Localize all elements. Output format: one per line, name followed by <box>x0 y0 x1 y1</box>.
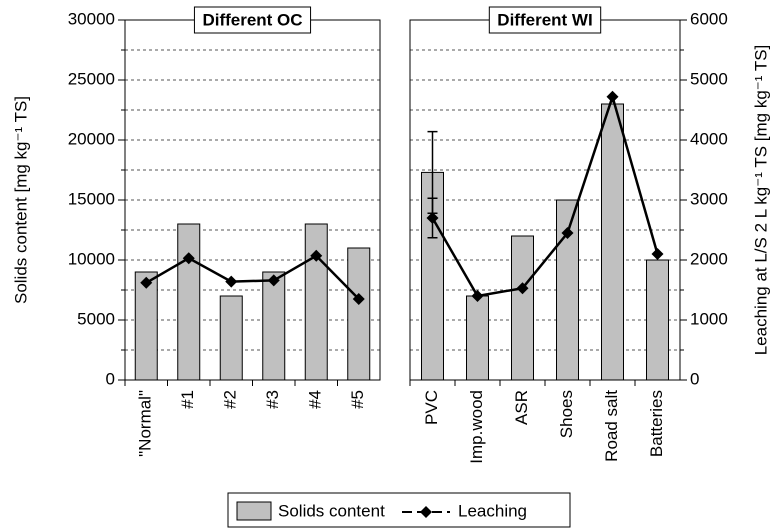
x-tick-label: Shoes <box>557 390 576 438</box>
marker <box>310 249 323 262</box>
legend-swatch-marker <box>420 506 432 518</box>
marker <box>140 276 153 289</box>
marker <box>606 90 619 103</box>
y-tick-label: 20000 <box>68 129 115 148</box>
y-tick-label: 30000 <box>68 9 115 28</box>
legend-box <box>227 492 571 528</box>
x-tick-label: #2 <box>221 390 240 409</box>
y-tick-label: 5000 <box>77 309 115 328</box>
x-tick-label: Imp.wood <box>467 390 486 464</box>
marker <box>426 212 439 224</box>
y-axis-label: Solids content [mg kg⁻¹ TS] <box>11 96 30 304</box>
x-tick-label: Road salt <box>602 390 621 462</box>
marker <box>267 274 280 287</box>
bar <box>134 271 158 381</box>
bar <box>646 259 669 381</box>
y2-tick-label: 0 <box>690 369 699 388</box>
legend-label: Solids content <box>278 501 385 520</box>
y2-tick-label: 4000 <box>690 129 728 148</box>
legend-swatch-bar <box>236 501 272 521</box>
title-box <box>193 6 312 34</box>
marker <box>516 282 529 295</box>
bar <box>466 295 489 381</box>
y2-tick-label: 1000 <box>690 309 728 328</box>
bar <box>304 223 328 381</box>
panel-title: Different WI <box>497 10 592 29</box>
x-tick-label: #3 <box>263 390 282 409</box>
x-tick-label: #1 <box>178 390 197 409</box>
legend-label: Leaching <box>458 501 527 520</box>
line <box>431 92 659 298</box>
y2-tick-label: 5000 <box>690 69 728 88</box>
bar <box>601 103 624 381</box>
marker <box>182 252 195 265</box>
y-tick-label: 0 <box>106 369 115 388</box>
bar <box>556 199 579 381</box>
bar <box>177 223 201 381</box>
y-tick-label: 25000 <box>68 69 115 88</box>
x-tick-label: Batteries <box>647 390 666 457</box>
bar <box>511 235 534 381</box>
marker <box>471 290 484 302</box>
y-tick-label: 10000 <box>68 249 115 268</box>
y2-tick-label: 2000 <box>690 249 728 268</box>
panel-title: Different OC <box>202 10 302 29</box>
x-tick-label: ASR <box>512 390 531 425</box>
marker <box>561 227 574 239</box>
y2-tick-label: 3000 <box>690 189 728 208</box>
x-tick-label: "Normal" <box>136 390 155 457</box>
marker <box>651 248 664 260</box>
line <box>145 254 360 300</box>
title-box <box>488 6 602 34</box>
x-tick-label: #5 <box>348 390 367 409</box>
x-tick-label: #4 <box>306 390 325 409</box>
y-tick-label: 15000 <box>68 189 115 208</box>
y2-axis-label: Leaching at L/S 2 L kg⁻¹ TS [mg kg⁻¹ TS] <box>751 45 770 356</box>
marker <box>225 275 238 288</box>
y2-tick-label: 6000 <box>690 9 728 28</box>
x-tick-label: PVC <box>422 390 441 425</box>
bar <box>219 295 243 381</box>
bar <box>262 271 286 381</box>
bar <box>347 247 371 381</box>
marker <box>352 293 365 305</box>
